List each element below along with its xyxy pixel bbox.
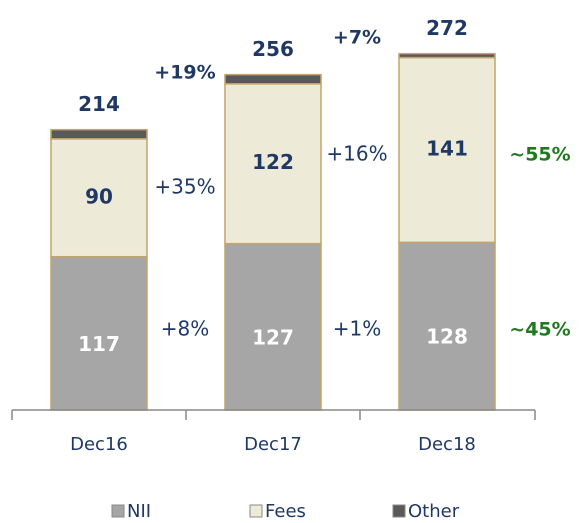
bar-segment (50, 255, 148, 411)
annotation: ~55% (509, 144, 570, 166)
value-label: 128 (426, 325, 468, 349)
total-label: 272 (426, 16, 468, 40)
bar-segment (398, 241, 496, 411)
total-label: 256 (252, 37, 294, 61)
bar-segment (398, 56, 496, 244)
annotation: +35% (154, 175, 215, 199)
legend-label: Fees (265, 501, 306, 522)
legend-swatch (392, 504, 406, 518)
legend-swatch (111, 504, 125, 518)
annotation: +8% (161, 317, 210, 341)
legend-swatch (249, 504, 263, 518)
annotation: ~45% (509, 319, 570, 341)
legend-label: NII (127, 501, 151, 522)
legend-label: Other (408, 501, 460, 522)
value-label: 127 (252, 325, 294, 349)
annotation: +7% (333, 27, 381, 49)
value-label: 117 (78, 332, 120, 356)
x-tick-label: Dec18 (418, 434, 476, 455)
x-tick-label: Dec17 (244, 434, 302, 455)
x-tick-label: Dec16 (70, 434, 128, 455)
bar-segment (50, 128, 148, 140)
bar-segment (398, 52, 496, 59)
total-label: 214 (78, 92, 120, 116)
value-label: 122 (252, 150, 294, 174)
annotation: +16% (326, 142, 387, 166)
bar-segment (224, 73, 322, 85)
value-label: 141 (426, 136, 468, 160)
bar-segment (224, 83, 322, 245)
annotation: +19% (154, 62, 215, 84)
value-label: 90 (85, 184, 113, 208)
bar-segment (50, 138, 148, 258)
annotation: +1% (333, 317, 382, 341)
